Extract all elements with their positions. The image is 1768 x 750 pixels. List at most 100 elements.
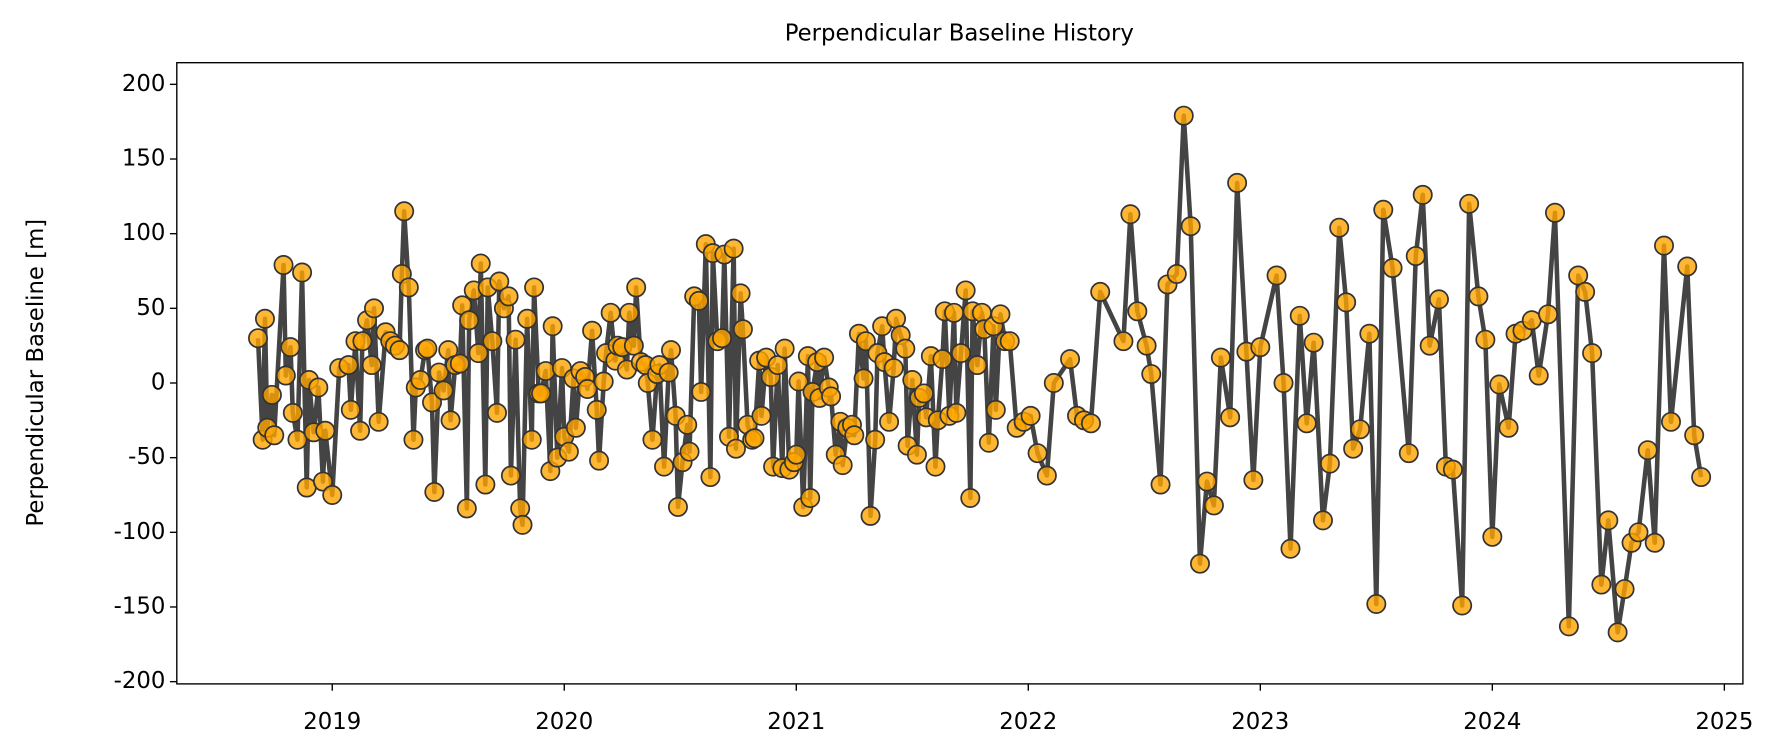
data-point	[1180, 216, 1201, 237]
data-point	[619, 302, 640, 323]
data-point	[368, 411, 389, 432]
data-point	[282, 402, 303, 423]
data-point	[1141, 364, 1162, 385]
data-point	[932, 349, 953, 370]
y-tick-label: 100	[122, 220, 166, 246]
data-point	[1661, 411, 1681, 432]
data-point	[751, 405, 772, 426]
data-point	[730, 283, 751, 304]
x-tick-label: 2019	[303, 709, 361, 735]
data-point	[586, 399, 607, 420]
data-point	[322, 485, 343, 505]
data-point	[955, 280, 976, 301]
data-point	[985, 399, 1006, 420]
data-point	[1419, 335, 1440, 356]
data-point	[1654, 235, 1675, 256]
data-point	[565, 417, 586, 438]
data-point	[1336, 292, 1357, 313]
data-point	[679, 441, 700, 462]
data-point	[886, 308, 907, 329]
data-point	[1528, 365, 1549, 386]
data-point	[1442, 459, 1463, 480]
y-tick-label: 50	[136, 295, 165, 321]
x-tick-label: 2024	[1463, 709, 1521, 735]
data-point	[593, 371, 614, 392]
y-axis-label: Perpendicular Baseline [m]	[23, 219, 49, 527]
data-point	[691, 381, 712, 402]
data-point	[1350, 419, 1371, 440]
data-point	[287, 429, 308, 450]
data-point	[1558, 616, 1579, 637]
data-point	[1296, 413, 1317, 434]
data-point	[459, 310, 480, 331]
data-point	[280, 337, 301, 358]
data-point	[1405, 246, 1426, 267]
data-point	[1489, 374, 1510, 395]
data-point	[1373, 199, 1394, 220]
data-point	[456, 498, 477, 519]
data-point	[944, 302, 965, 323]
data-point	[398, 277, 419, 298]
data-point	[1544, 202, 1565, 223]
data-point	[1020, 405, 1041, 426]
data-point	[925, 456, 946, 477]
data-point	[1127, 301, 1148, 322]
data-point	[913, 383, 934, 404]
data-point	[1459, 193, 1480, 214]
data-point	[315, 420, 336, 441]
data-point	[1173, 105, 1194, 126]
data-point	[906, 444, 927, 465]
data-point	[667, 496, 688, 517]
data-point	[482, 331, 503, 352]
data-point	[978, 432, 999, 453]
data-point	[410, 370, 431, 390]
data-point	[1538, 304, 1558, 325]
data-point	[1303, 332, 1324, 353]
x-tick-label: 2025	[1695, 709, 1753, 735]
data-point	[1628, 522, 1649, 543]
data-point	[361, 355, 382, 376]
data-point	[1312, 510, 1333, 531]
data-point	[308, 377, 329, 398]
data-point	[1607, 622, 1628, 643]
data-point	[1150, 474, 1171, 495]
y-tick-label: -200	[114, 668, 166, 694]
data-point	[800, 488, 821, 508]
data-point	[1227, 172, 1248, 193]
data-point	[1060, 349, 1081, 370]
data-point	[967, 355, 988, 376]
data-point	[883, 358, 904, 379]
data-point	[517, 308, 538, 329]
data-point	[879, 411, 900, 432]
data-point	[712, 328, 733, 349]
data-point	[1080, 413, 1101, 434]
data-point	[853, 368, 874, 389]
data-point	[700, 467, 721, 488]
data-point	[1319, 453, 1340, 474]
data-point	[1220, 407, 1241, 428]
x-tick-label: 2021	[767, 709, 825, 735]
data-point	[860, 505, 881, 526]
data-point	[417, 338, 438, 359]
data-point	[1598, 510, 1619, 531]
data-point	[1575, 281, 1596, 302]
data-point	[642, 429, 663, 450]
data-point	[1289, 305, 1310, 326]
data-point	[531, 383, 552, 404]
plot-frame	[176, 62, 1744, 685]
data-point	[1250, 337, 1271, 358]
data-point	[1359, 323, 1380, 344]
data-point	[767, 355, 788, 376]
data-point	[744, 428, 765, 449]
data-point	[865, 429, 886, 450]
data-point	[350, 420, 371, 441]
chart-title: Perpendicular Baseline History	[785, 21, 1134, 47]
data-point	[1090, 281, 1111, 302]
data-point	[623, 335, 644, 356]
y-tick-label: 200	[122, 71, 166, 97]
data-point	[902, 370, 923, 390]
data-point	[774, 338, 795, 359]
data-point	[688, 290, 709, 311]
data-point	[254, 308, 275, 329]
